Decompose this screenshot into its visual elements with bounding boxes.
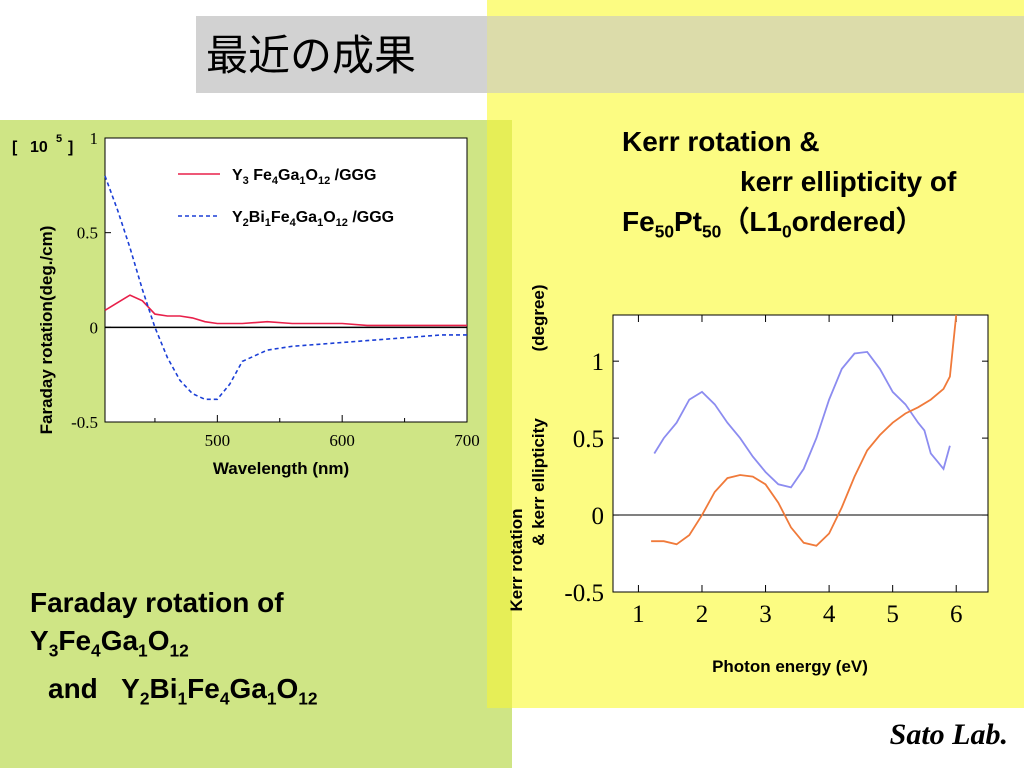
kerr-formula-part: 0	[782, 221, 792, 242]
kerr-formula-part: Pt	[674, 206, 702, 237]
y-multiplier-bracket-open: [	[12, 139, 18, 156]
legend-label-part: Ga	[278, 167, 299, 184]
legend-label-part: 4	[290, 217, 297, 229]
faraday-caption-line1: Faraday rotation of	[30, 587, 284, 618]
faraday-caption-and: and	[48, 672, 98, 704]
x-axis-label: Photon energy (eV)	[712, 657, 868, 676]
faraday-formula-2-part: Y	[121, 672, 140, 704]
legend-label-part: 1	[265, 217, 271, 229]
faraday-formula-1-part: Y	[30, 625, 49, 656]
x-tick-label: 600	[329, 431, 355, 450]
faraday-formula-2-part: Fe	[187, 672, 220, 704]
faraday-formula-2-part: 2	[139, 688, 150, 709]
y-multiplier-bracket-close: ]	[68, 139, 73, 156]
legend-label-part: 4	[272, 175, 279, 187]
page-title: 最近の成果	[206, 31, 417, 80]
faraday-chart: 1 0.5 0 -0.5 500 600 700 Wavelength (nm) Faraday…	[12, 129, 480, 478]
x-tick-label: 700	[454, 431, 480, 450]
x-tick-label: 4	[823, 601, 836, 628]
y-tick-label: 1	[592, 349, 605, 376]
y-tick-label: -0.5	[71, 413, 98, 432]
x-tick-label: 500	[205, 431, 231, 450]
y-tick-label: 0	[90, 318, 99, 337]
legend-label-part: 1	[299, 175, 305, 187]
kerr-caption-line2: kerr ellipticity of	[740, 166, 957, 197]
lab-name: Sato Lab.	[889, 718, 1008, 751]
kerr-formula-part: （L1	[721, 206, 782, 237]
legend-label-part: 1	[317, 217, 323, 229]
x-tick-label: 2	[696, 601, 709, 628]
faraday-caption: Faraday rotation of Y3Fe4Ga1O12 and Y2Bi…	[30, 584, 318, 717]
y-axis-label-unit: (degree)	[529, 284, 548, 351]
legend-label-1: Y3 Fe4Ga1O12 /GGG	[232, 167, 376, 187]
y-tick-label: -0.5	[564, 580, 604, 607]
legend-label-2: Y2Bi1Fe4Ga1O12 /GGG	[232, 209, 394, 229]
faraday-formula-1-part: 12	[169, 640, 189, 661]
legend-label-part: O	[323, 209, 335, 226]
x-axis-label: Wavelength (nm)	[213, 459, 349, 478]
kerr-caption: Kerr rotation & kerr ellipticity of Fe50…	[622, 122, 956, 252]
faraday-formula-1-part: Ga	[100, 625, 139, 656]
legend-label-part: O	[306, 167, 318, 184]
faraday-formula-2-part: 12	[298, 688, 318, 709]
kerr-formula-part: ordered）	[791, 206, 924, 237]
y-tick-label: 0.5	[77, 224, 98, 243]
legend-label-part: /GGG	[330, 167, 376, 184]
legend-label-part: 12	[336, 217, 348, 229]
faraday-formula-1-part: Fe	[58, 625, 92, 656]
faraday-caption-line2: Y3Fe4Ga1O12	[30, 622, 318, 670]
legend-label-part: /GGG	[348, 209, 394, 226]
y-multiplier-exp: 5	[56, 133, 62, 145]
faraday-caption-line3: and Y2Bi1Fe4Ga1O12	[30, 670, 318, 718]
faraday-formula-1-part: O	[147, 625, 170, 656]
legend-label-part: Fe	[249, 167, 272, 184]
background-accent-strip	[487, 120, 512, 708]
faraday-caption-formula: Y2Bi1Fe4Ga1O12	[121, 672, 317, 709]
x-tick-label: 5	[886, 601, 899, 628]
y-tick-label: 1	[90, 129, 99, 148]
y-tick-label: 0.5	[573, 426, 604, 453]
kerr-chart: 1 0.5 0 -0.5 1 2 3 4 5 6 Photon energy (eV) Kerr ro…	[507, 284, 989, 676]
series-line-2	[104, 175, 467, 401]
legend-label-part: 2	[243, 217, 249, 229]
faraday-formula-1-part: 4	[91, 640, 101, 661]
legend-label-part: Fe	[271, 209, 290, 226]
y-tick-label: 0	[592, 503, 605, 530]
plot-frame	[104, 137, 468, 423]
x-tick-label: 6	[950, 601, 963, 628]
y-axis-label: Faraday rotation(deg./cm)	[37, 226, 56, 435]
legend-label-part: 12	[318, 175, 330, 187]
faraday-formula-2-part: 1	[177, 688, 188, 709]
plot-frame	[612, 314, 989, 593]
kerr-formula-part: 50	[702, 221, 722, 242]
series-line-2	[651, 314, 958, 547]
y-axis-label-line2: & kerr ellipticity	[529, 418, 548, 546]
legend-label-part: Ga	[296, 209, 317, 226]
y-multiplier-base: 10	[30, 139, 48, 156]
kerr-formula-part: 50	[654, 221, 674, 242]
faraday-formula-2-part: Ga	[229, 672, 267, 704]
faraday-formula-1-part: 1	[138, 640, 148, 661]
y-axis-label-line1: Kerr rotation	[507, 509, 526, 612]
series-line-1	[653, 350, 951, 489]
x-tick-label: 1	[632, 601, 645, 628]
kerr-caption-line1: Kerr rotation &	[622, 126, 820, 157]
kerr-formula-part: Fe	[622, 206, 655, 237]
x-tick-label: 3	[759, 601, 772, 628]
kerr-caption-line3: Fe50Pt50（L10ordered）	[622, 202, 956, 252]
faraday-formula-2-part: Bi	[149, 672, 178, 704]
series-line-1	[104, 294, 467, 327]
legend-label-part: Y	[232, 167, 243, 184]
legend-label-part: Bi	[249, 209, 265, 226]
title-bar-grey	[196, 16, 487, 93]
legend-label-part: Y	[232, 209, 243, 226]
faraday-formula-1-part: 3	[48, 640, 59, 661]
faraday-formula-2-part: O	[276, 672, 299, 704]
faraday-formula-2-part: 1	[266, 688, 277, 709]
legend-label-part: 3	[243, 175, 249, 187]
faraday-formula-2-part: 4	[219, 688, 230, 709]
